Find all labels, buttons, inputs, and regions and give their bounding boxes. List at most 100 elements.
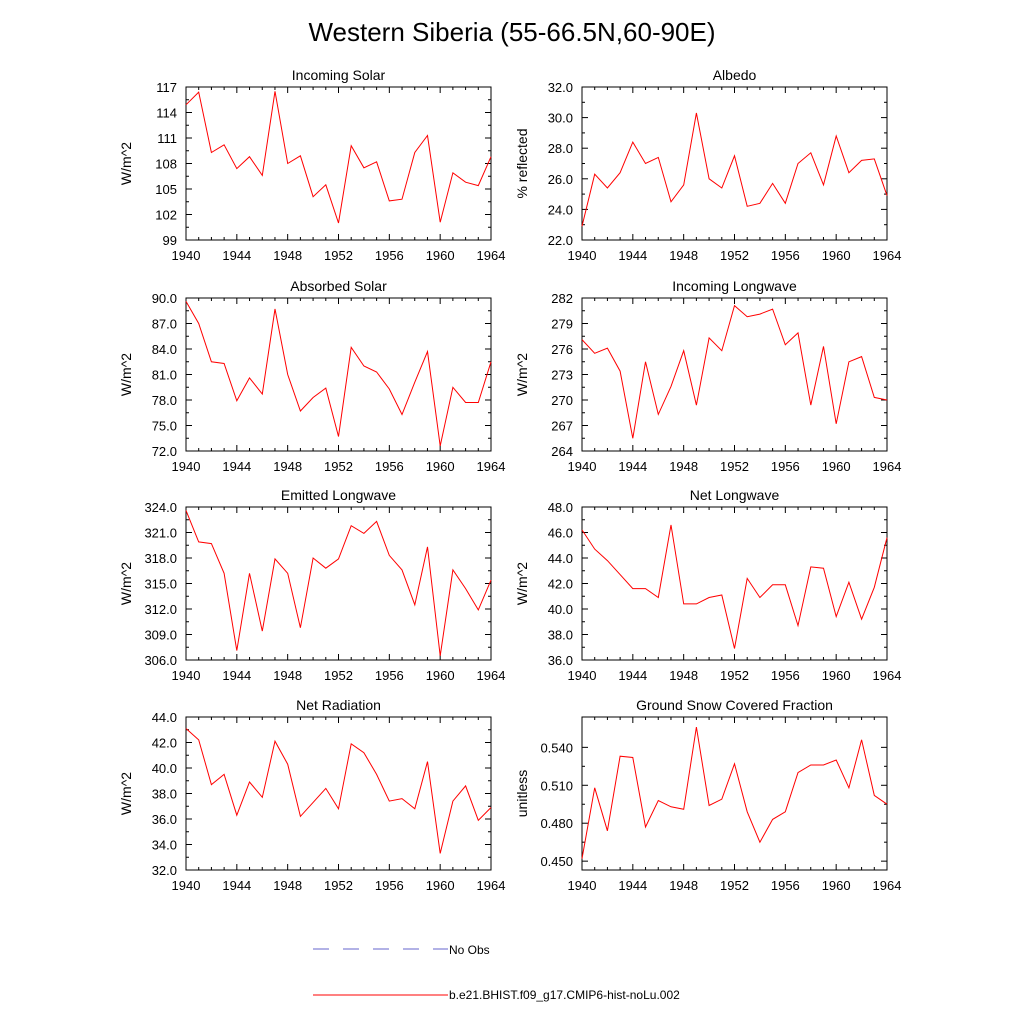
y-tick-label: 318.0 (144, 551, 177, 566)
x-tick-label: 1960 (426, 248, 455, 263)
y-tick-label: 36.0 (152, 812, 177, 827)
panel-title: Emitted Longwave (281, 487, 396, 503)
y-tick-label: 32.0 (152, 863, 177, 878)
x-tick-label: 1940 (172, 459, 201, 474)
series-line (581, 304, 888, 439)
panel-incoming-solar: Incoming Solar W/m^2 1940 1944 1948 1952 1956 1… (118, 67, 505, 263)
y-tick-label: 270 (551, 393, 573, 408)
y-tick-label: 72.0 (152, 444, 177, 459)
y-tick-label: 32.0 (548, 80, 573, 95)
x-tick-label: 1964 (873, 248, 902, 263)
plot-frame (185, 86, 492, 241)
y-tick-label: 81.0 (152, 368, 177, 383)
x-tick-label: 1956 (375, 878, 404, 893)
x-tick-label: 1964 (873, 459, 902, 474)
panel-title: Ground Snow Covered Fraction (636, 697, 833, 713)
panel-title: Net Longwave (690, 487, 780, 503)
y-tick-label: 99 (163, 233, 177, 248)
y-tick-label: 264 (551, 444, 573, 459)
x-tick-label: 1960 (822, 248, 851, 263)
y-axis-label: W/m^2 (118, 353, 134, 396)
x-tick-label: 1960 (426, 668, 455, 683)
x-tick-label: 1940 (568, 878, 597, 893)
y-tick-label: 276 (551, 342, 573, 357)
x-tick-label: 1952 (324, 248, 353, 263)
x-tick-label: 1948 (669, 668, 698, 683)
series-line (185, 510, 492, 656)
y-axis-label: W/m^2 (514, 562, 530, 605)
y-tick-label: 38.0 (548, 628, 573, 643)
plot-frame (581, 86, 888, 241)
series-line (581, 727, 888, 859)
x-tick-label: 1944 (618, 248, 647, 263)
x-tick-label: 1940 (172, 668, 201, 683)
x-tick-label: 1952 (720, 668, 749, 683)
x-tick-label: 1964 (873, 668, 902, 683)
x-tick-label: 1944 (618, 878, 647, 893)
y-tick-label: 279 (551, 317, 573, 332)
y-tick-label: 111 (157, 131, 177, 146)
x-tick-label: 1956 (771, 668, 800, 683)
y-axis-label: unitless (514, 770, 530, 817)
y-tick-label: 22.0 (548, 233, 573, 248)
y-tick-label: 34.0 (152, 838, 177, 853)
y-tick-label: 267 (551, 419, 573, 434)
x-tick-label: 1948 (669, 459, 698, 474)
x-tick-label: 1952 (324, 459, 353, 474)
y-tick-label: 0.450 (540, 854, 573, 869)
y-axis-label: % reflected (514, 128, 530, 198)
x-tick-label: 1964 (873, 878, 902, 893)
x-tick-label: 1940 (172, 248, 201, 263)
plot-frame (581, 716, 888, 871)
x-tick-label: 1944 (618, 459, 647, 474)
y-tick-label: 324.0 (144, 500, 177, 515)
x-tick-label: 1956 (375, 668, 404, 683)
y-tick-label: 44.0 (152, 710, 177, 725)
x-tick-label: 1944 (222, 248, 251, 263)
panel-title: Net Radiation (296, 697, 381, 713)
y-tick-label: 42.0 (152, 736, 177, 751)
y-tick-label: 46.0 (548, 526, 573, 541)
x-tick-label: 1948 (273, 248, 302, 263)
y-tick-label: 36.0 (548, 653, 573, 668)
y-tick-label: 90.0 (152, 291, 177, 306)
plot-frame (581, 297, 888, 452)
series-line (185, 301, 492, 447)
panel-net-radiation: Net Radiation W/m^2 1940 1944 1948 1952 1956 19… (118, 697, 505, 893)
x-tick-label: 1960 (822, 668, 851, 683)
x-tick-label: 1952 (324, 668, 353, 683)
y-tick-label: 40.0 (548, 602, 573, 617)
x-tick-label: 1940 (568, 459, 597, 474)
x-tick-label: 1940 (172, 878, 201, 893)
x-tick-label: 1948 (669, 248, 698, 263)
x-tick-label: 1952 (720, 248, 749, 263)
x-tick-label: 1948 (273, 878, 302, 893)
legend: No Obs b.e21.BHIST.f09_g17.CMIP6-hist-no… (313, 943, 680, 1002)
panel-albedo: Albedo % reflected 1940 1944 1948 1952 1956 196… (514, 67, 901, 263)
x-tick-label: 1952 (720, 878, 749, 893)
y-tick-label: 48.0 (548, 500, 573, 515)
legend-label-no-obs: No Obs (449, 943, 490, 957)
y-tick-label: 24.0 (548, 202, 573, 217)
y-tick-label: 315.0 (144, 577, 177, 592)
x-tick-label: 1944 (222, 668, 251, 683)
y-tick-label: 273 (551, 368, 573, 383)
y-tick-label: 42.0 (548, 577, 573, 592)
panel-grid: Incoming Solar W/m^2 1940 1944 1948 1952 1956 1… (118, 67, 901, 893)
y-tick-label: 306.0 (144, 653, 177, 668)
x-tick-label: 1940 (568, 248, 597, 263)
y-tick-label: 321.0 (144, 526, 177, 541)
y-tick-label: 117 (156, 80, 177, 95)
y-tick-label: 312.0 (144, 602, 177, 617)
x-tick-label: 1956 (375, 248, 404, 263)
x-tick-label: 1956 (375, 459, 404, 474)
panel-title: Absorbed Solar (290, 278, 387, 294)
panel-emitted-longwave: Emitted Longwave W/m^2 1940 1944 1948 1952 195… (118, 487, 505, 683)
y-axis-label: W/m^2 (118, 772, 134, 815)
x-tick-label: 1964 (477, 668, 506, 683)
y-tick-label: 0.540 (540, 740, 573, 755)
x-tick-label: 1956 (771, 459, 800, 474)
y-tick-label: 78.0 (152, 393, 177, 408)
x-tick-label: 1944 (618, 668, 647, 683)
x-tick-label: 1960 (426, 878, 455, 893)
